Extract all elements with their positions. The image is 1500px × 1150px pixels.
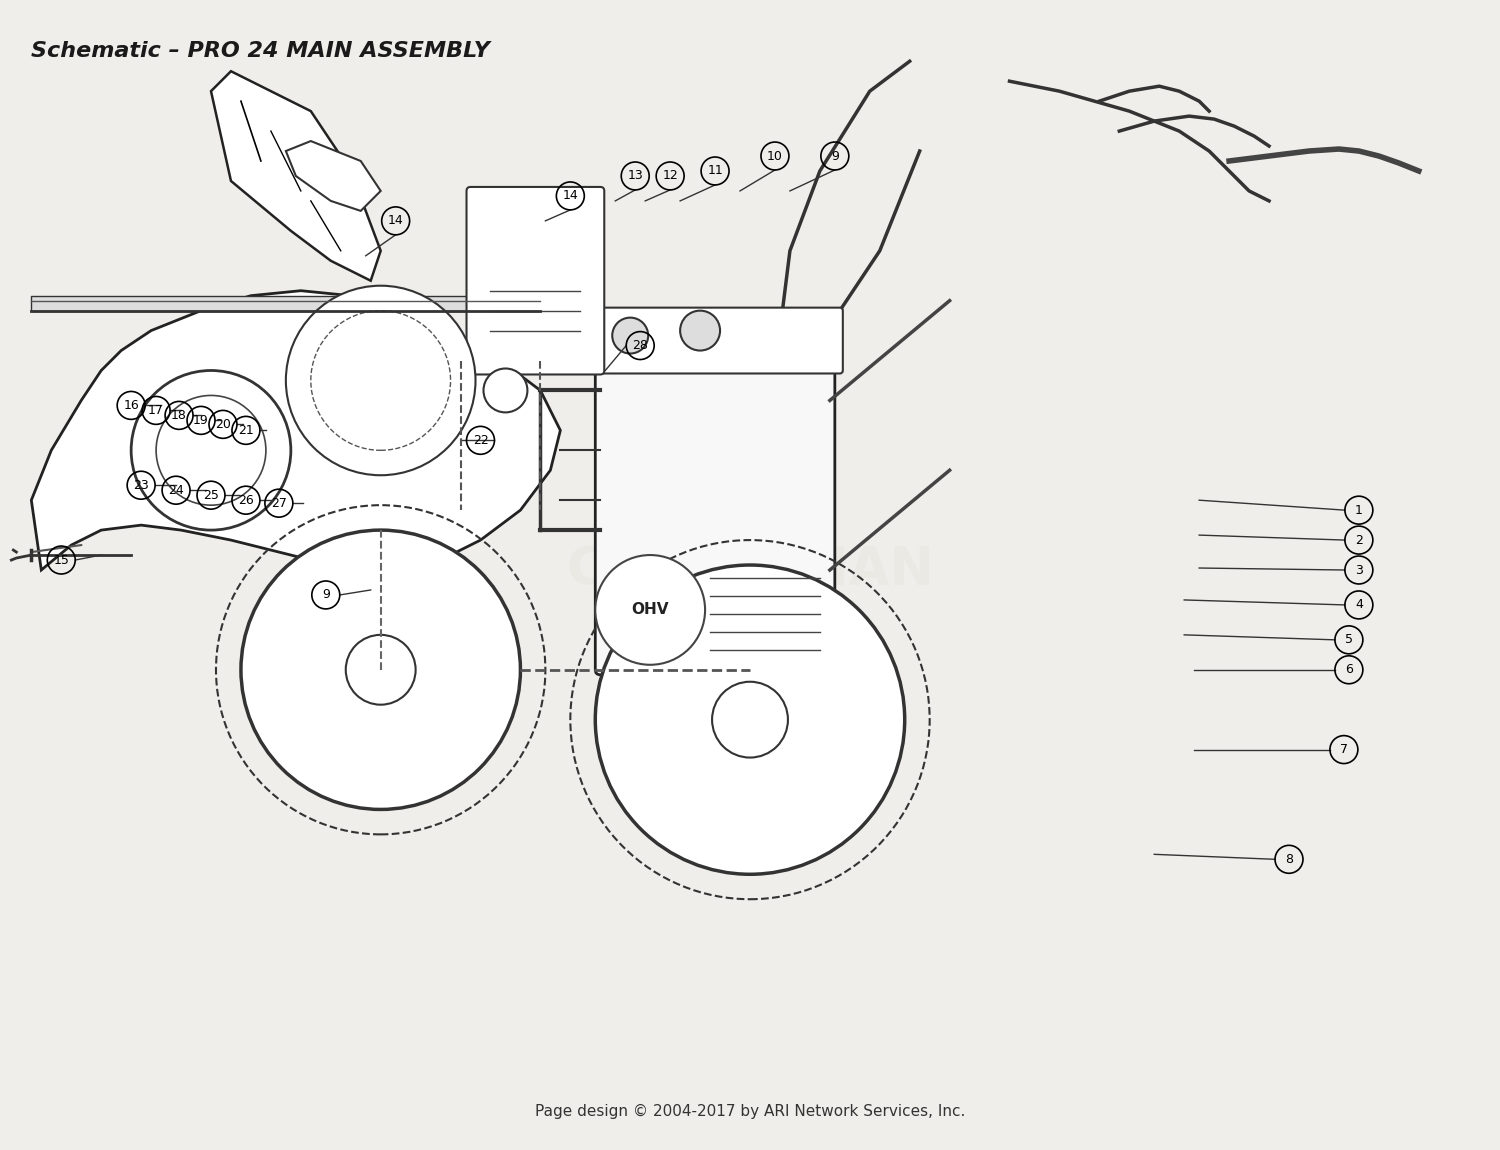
Text: 13: 13 bbox=[627, 169, 644, 183]
Circle shape bbox=[596, 565, 904, 874]
FancyBboxPatch shape bbox=[588, 308, 843, 374]
Text: 18: 18 bbox=[171, 409, 188, 422]
Circle shape bbox=[712, 682, 788, 758]
Text: 22: 22 bbox=[472, 434, 489, 447]
Text: 2: 2 bbox=[1354, 534, 1364, 546]
Text: 5: 5 bbox=[1346, 634, 1353, 646]
Text: 6: 6 bbox=[1346, 664, 1353, 676]
Circle shape bbox=[242, 530, 520, 810]
Text: 10: 10 bbox=[766, 150, 783, 162]
Text: 17: 17 bbox=[148, 404, 164, 417]
Text: 26: 26 bbox=[238, 493, 254, 507]
Text: 3: 3 bbox=[1354, 564, 1364, 576]
Text: 25: 25 bbox=[202, 489, 219, 501]
Text: 14: 14 bbox=[562, 190, 578, 202]
Circle shape bbox=[286, 285, 476, 475]
Text: 15: 15 bbox=[54, 553, 69, 567]
Text: 11: 11 bbox=[706, 164, 723, 177]
Text: 19: 19 bbox=[194, 414, 208, 427]
Text: 9: 9 bbox=[831, 150, 839, 162]
Text: 21: 21 bbox=[238, 424, 254, 437]
FancyBboxPatch shape bbox=[596, 345, 836, 675]
Text: 24: 24 bbox=[168, 484, 184, 497]
Text: 12: 12 bbox=[663, 169, 678, 183]
Polygon shape bbox=[286, 141, 381, 210]
Circle shape bbox=[612, 317, 648, 353]
Text: 16: 16 bbox=[123, 399, 140, 412]
Text: 8: 8 bbox=[1286, 853, 1293, 866]
Polygon shape bbox=[211, 71, 381, 281]
Polygon shape bbox=[32, 291, 561, 570]
Text: Schematic – PRO 24 MAIN ASSEMBLY: Schematic – PRO 24 MAIN ASSEMBLY bbox=[32, 41, 490, 61]
Text: Page design © 2004-2017 by ARI Network Services, Inc.: Page design © 2004-2017 by ARI Network S… bbox=[536, 1104, 964, 1119]
Text: 23: 23 bbox=[134, 478, 148, 492]
Text: 20: 20 bbox=[214, 417, 231, 431]
Text: CRAFTSMAN: CRAFTSMAN bbox=[566, 544, 934, 596]
Circle shape bbox=[680, 310, 720, 351]
Text: 14: 14 bbox=[388, 214, 404, 228]
Text: 1: 1 bbox=[1354, 504, 1364, 516]
Text: 4: 4 bbox=[1354, 598, 1364, 612]
Circle shape bbox=[346, 635, 416, 705]
Text: 28: 28 bbox=[633, 339, 648, 352]
Circle shape bbox=[483, 368, 528, 413]
Text: OHV: OHV bbox=[632, 603, 669, 618]
Text: 7: 7 bbox=[1340, 743, 1348, 756]
FancyBboxPatch shape bbox=[466, 187, 604, 375]
Circle shape bbox=[596, 555, 705, 665]
Text: 9: 9 bbox=[322, 589, 330, 601]
Text: 27: 27 bbox=[272, 497, 286, 509]
